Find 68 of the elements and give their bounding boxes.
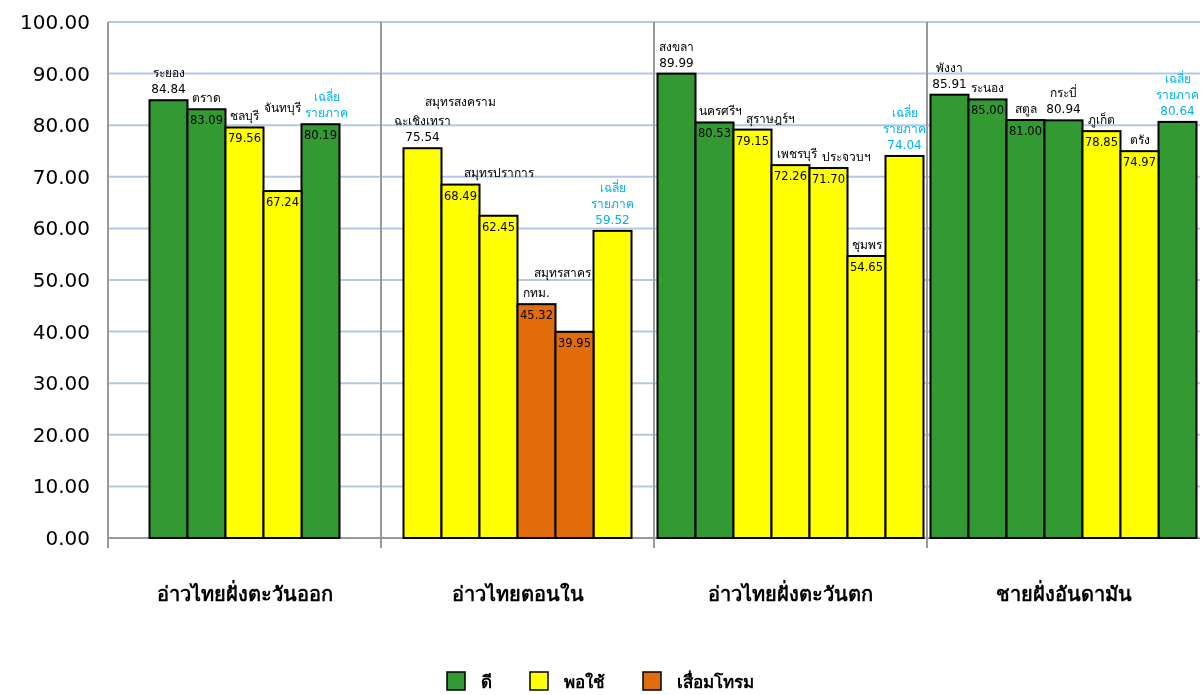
data-label: 80.64 (1160, 103, 1195, 118)
x-tick-label: ประจวบฯ (822, 150, 871, 165)
x-tick-label: ชลบุรี (230, 109, 260, 125)
x-tick-label: สตูล (1014, 102, 1037, 118)
x-tick-label: สมุทรสาคร (534, 265, 592, 281)
y-tick-label: 40.00 (32, 319, 90, 344)
y-tick-label: 80.00 (32, 113, 90, 138)
x-axis-title: ชายฝั่งอันดามัน (995, 579, 1132, 606)
x-tick-label: จันทบุรี (264, 101, 302, 117)
y-tick-label: 60.00 (32, 216, 90, 241)
x-tick-label: ฉะเชิงเทรา (394, 114, 451, 129)
x-tick-label: เฉลี่ย รายภาค (591, 178, 634, 211)
x-tick-label: เพชรบุรี (776, 147, 818, 163)
x-tick-label: สมุทรปราการ (463, 165, 535, 181)
x-tick-label: สุราษฎร์ฯ (746, 111, 795, 127)
data-label: 85.91 (932, 76, 967, 91)
y-tick-label: 30.00 (32, 371, 90, 396)
data-label: 81.00 (1009, 124, 1042, 139)
y-tick-label: 70.00 (32, 164, 90, 189)
x-tick-label: เฉลี่ย รายภาค (1156, 69, 1199, 102)
y-tick-label: 100.00 (20, 10, 90, 34)
x-tick-label: ระนอง (971, 81, 1004, 96)
data-label: 71.70 (812, 172, 845, 187)
legend-label: ดี (481, 672, 492, 692)
x-axis-title: อ่าวไทยฝั่งตะวันออก (156, 579, 333, 606)
x-tick-label: ตรัง (1129, 133, 1150, 148)
x-tick-label: พังงา (936, 60, 963, 75)
data-label: 89.99 (659, 55, 694, 70)
x-axis-title: อ่าวไทยตอนใน (451, 582, 584, 606)
x-axis-title: อ่าวไทยฝั่งตะวันตก (708, 579, 873, 606)
y-tick-label: 10.00 (32, 474, 90, 499)
data-label: 79.56 (228, 131, 261, 146)
x-tick-label: กระบี่ (1050, 84, 1077, 101)
data-label: 59.52 (595, 212, 630, 227)
x-tick-label: ตราด (192, 91, 221, 106)
legend-label: เสื่อมโทรม (677, 670, 754, 692)
x-tick-label: เฉลี่ย รายภาค (883, 103, 926, 136)
data-label: 75.54 (405, 130, 440, 145)
y-tick-label: 50.00 (32, 268, 90, 292)
data-label: 80.53 (698, 126, 731, 141)
y-tick-label: 20.00 (32, 422, 90, 447)
data-label: 74.97 (1123, 155, 1156, 170)
data-label: 72.26 (774, 169, 807, 184)
x-tick-label: สงขลา (659, 39, 694, 54)
data-label: 67.24 (266, 195, 299, 210)
x-tick-label: ภูเก็ต (1088, 112, 1115, 129)
data-label: 83.09 (190, 113, 223, 128)
x-tick-label: ชุมพร (851, 238, 883, 254)
x-tick-label: สมุทรสงคราม (425, 94, 496, 110)
data-label: 45.32 (520, 308, 553, 323)
y-tick-label: 90.00 (32, 61, 90, 86)
data-label: 39.95 (558, 335, 591, 350)
x-tick-label: ระยอง (152, 66, 185, 81)
data-label: 54.65 (850, 260, 883, 275)
data-label: 80.94 (1046, 102, 1081, 117)
x-tick-label: กทม. (523, 286, 550, 301)
data-label: 62.45 (482, 219, 515, 234)
legend-label: พอใช้ (564, 672, 605, 692)
data-label: 74.04 (887, 137, 922, 152)
data-label: 68.49 (444, 188, 477, 203)
data-label: 79.15 (736, 133, 769, 148)
data-label: 78.85 (1085, 135, 1118, 150)
y-tick-label: 0.00 (45, 526, 90, 550)
x-tick-label: นครศรีฯ (699, 104, 742, 119)
data-label: 84.84 (151, 82, 186, 97)
x-tick-label: เฉลี่ย รายภาค (305, 88, 348, 121)
data-label: 85.00 (971, 103, 1004, 118)
data-label: 80.19 (304, 128, 337, 143)
